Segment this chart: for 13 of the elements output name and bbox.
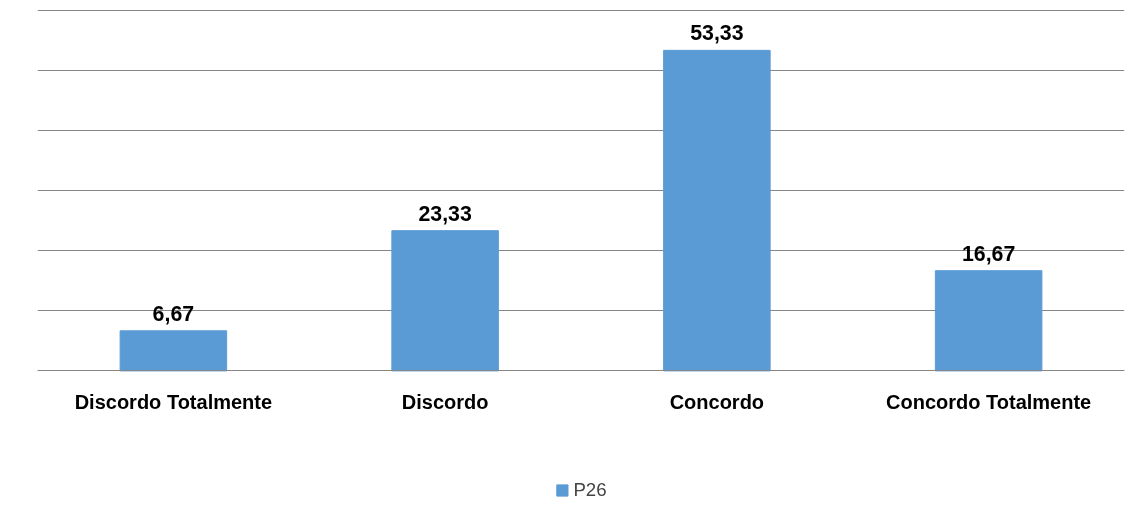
data-label: 16,67	[961, 241, 1016, 266]
x-tick-label: Discordo	[401, 390, 489, 413]
bar	[119, 330, 228, 372]
data-label: 23,33	[418, 201, 472, 226]
bar	[934, 270, 1043, 372]
x-tick-label: Concordo Totalmente	[886, 390, 1092, 413]
bar	[391, 230, 499, 372]
legend-label: P26	[573, 479, 607, 501]
data-label: 6,67	[152, 301, 195, 326]
x-tick-label: Discordo Totalmente	[74, 390, 273, 413]
x-tick-label: Concordo	[669, 390, 765, 413]
data-label: 53,33	[690, 21, 744, 46]
bar	[663, 49, 771, 372]
